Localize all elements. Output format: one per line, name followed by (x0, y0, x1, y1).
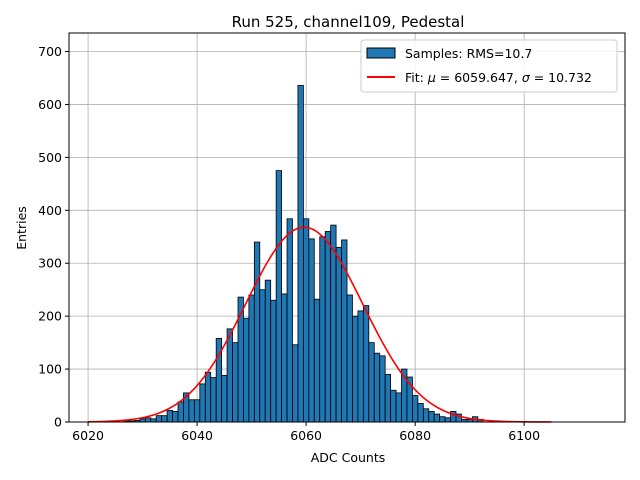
histogram-bar (232, 342, 239, 423)
histogram-bar (166, 409, 173, 423)
histogram-bar (368, 342, 375, 423)
histogram-bar (172, 411, 179, 423)
histogram-bar (357, 310, 364, 423)
y-tick-label: 600 (38, 97, 62, 112)
histogram-bar (319, 236, 326, 423)
legend-swatch-samples (366, 47, 396, 59)
legend-fit-mu-value: = 6059.647, (436, 70, 522, 85)
histogram-bar (422, 408, 430, 423)
histogram-bar (308, 238, 315, 423)
legend-fit-prefix: Fit: (405, 70, 428, 85)
histogram-bar (330, 224, 337, 423)
y-tick-label: 100 (38, 362, 62, 377)
histogram-bar (428, 411, 435, 423)
x-tick-label: 6060 (290, 428, 322, 443)
histogram-bar (444, 417, 451, 423)
histogram-bar (335, 246, 342, 423)
histogram-bar (155, 415, 163, 423)
histogram-bar (324, 231, 332, 423)
legend-box (360, 39, 618, 93)
histogram-bar (161, 415, 168, 423)
legend-mu-symbol: μ (427, 70, 436, 85)
y-axis-ticks: 0 100 200 300 400 500 600 700 (38, 44, 69, 430)
histogram-bars (123, 84, 484, 423)
histogram-bar (352, 315, 359, 423)
histogram-bar (362, 305, 370, 423)
histogram-bar (264, 279, 272, 423)
histogram-bar (275, 170, 282, 423)
legend-label-fit: Fit: μ = 6059.647, σ = 10.732 (405, 70, 592, 85)
histogram-bar (297, 84, 304, 423)
x-axis-label: ADC Counts (311, 450, 386, 465)
histogram-bar (199, 383, 206, 423)
histogram-bar (292, 344, 299, 423)
y-tick-label: 300 (38, 256, 62, 271)
histogram-bar (433, 413, 441, 423)
x-axis-ticks: 6020 6040 6060 6080 6100 (72, 422, 540, 443)
histogram-bar (193, 399, 201, 423)
histogram-bar (243, 317, 250, 423)
histogram-bar (346, 294, 353, 423)
histogram-bar (302, 218, 310, 423)
y-tick-label: 200 (38, 309, 62, 324)
plot-frame (68, 32, 626, 423)
histogram-bar (281, 293, 288, 423)
y-tick-label: 400 (38, 203, 62, 218)
legend: Samples: RMS=10.7 Fit: μ = 6059.647, σ =… (360, 39, 618, 93)
y-axis-label: Entries (14, 206, 29, 250)
x-tick-label: 6100 (508, 428, 540, 443)
chart-title: Run 525, channel109, Pedestal (232, 13, 465, 31)
histogram-bar (373, 352, 381, 423)
histogram-bar (313, 298, 321, 423)
x-tick-label: 6080 (399, 428, 431, 443)
histogram-bar (248, 294, 255, 423)
histogram-bar (395, 392, 402, 423)
histogram-bar (379, 355, 386, 423)
histogram-bar (253, 241, 261, 423)
legend-label-samples: Samples: RMS=10.7 (405, 46, 532, 61)
histogram-bar (210, 377, 217, 423)
histogram-bar (384, 373, 392, 423)
histogram-bar (286, 218, 293, 423)
histogram-bar (439, 416, 446, 423)
y-tick-label: 500 (38, 150, 62, 165)
histogram-bar (259, 289, 266, 423)
histogram-bar (144, 417, 152, 423)
histogram-bar (417, 403, 424, 423)
x-tick-label: 6040 (181, 428, 213, 443)
y-tick-label: 700 (38, 44, 62, 59)
histogram-bar (188, 399, 195, 423)
histogram-bar (412, 395, 419, 423)
legend-sigma-symbol: σ (522, 70, 531, 85)
histogram-bar (221, 375, 228, 423)
x-tick-label: 6020 (72, 428, 104, 443)
histogram-bar (270, 299, 277, 423)
histogram-bar (204, 371, 212, 423)
histogram-bar (237, 296, 244, 423)
histogram-bar (390, 389, 397, 423)
legend-fit-sigma-value: = 10.732 (530, 70, 592, 85)
y-tick-label: 0 (54, 415, 62, 430)
fit-curve (88, 226, 552, 423)
histogram-bar (226, 328, 233, 423)
histogram-bar (177, 401, 184, 423)
